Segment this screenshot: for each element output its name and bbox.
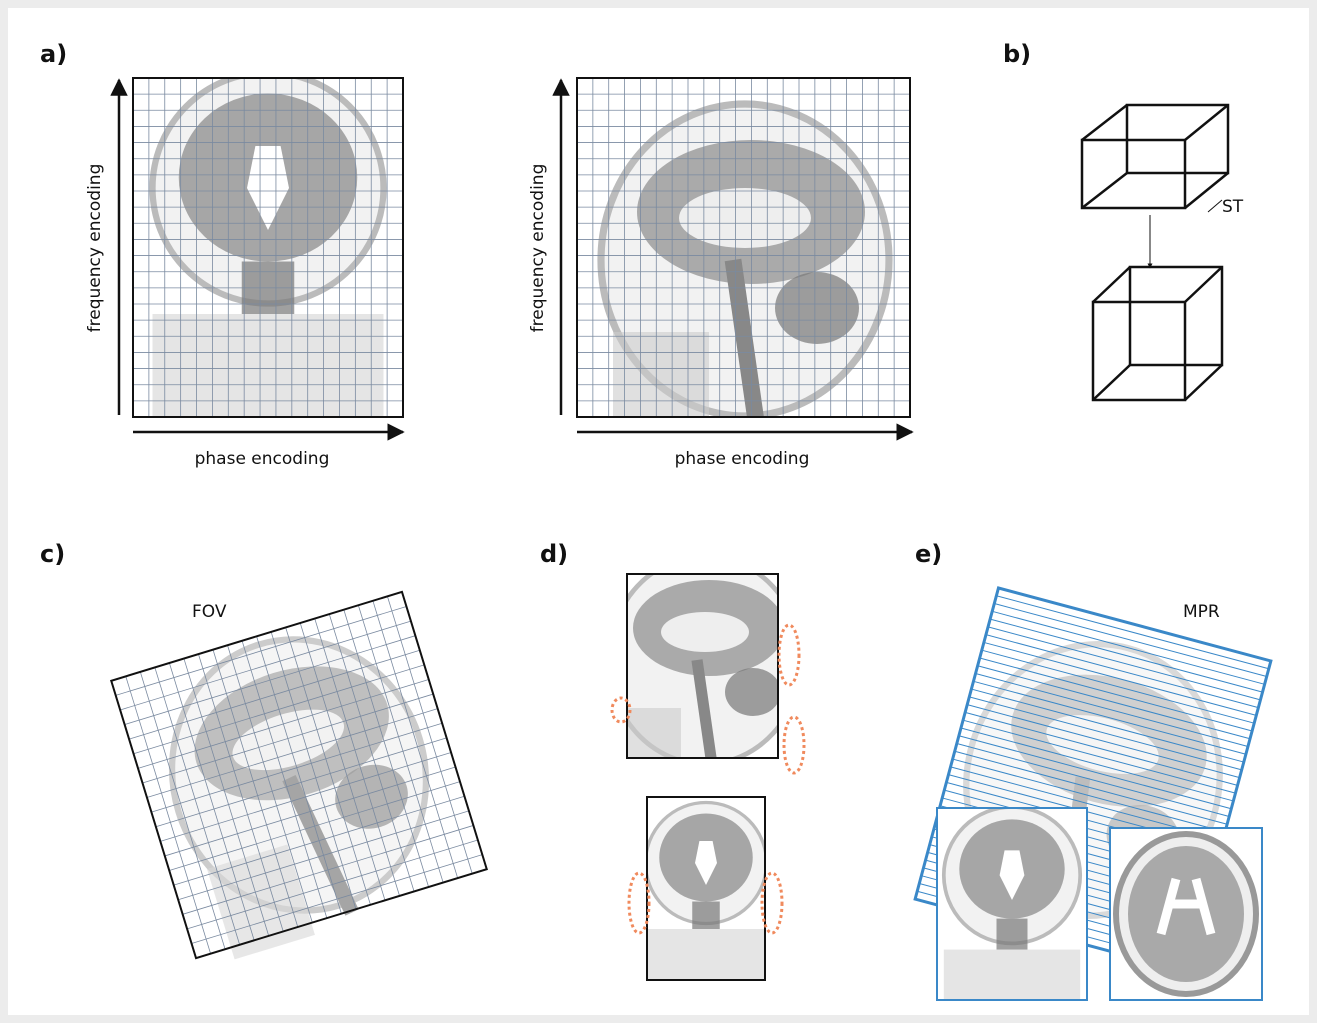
grid-line <box>151 722 443 813</box>
grid-line <box>996 595 1269 670</box>
brain-image <box>941 808 1083 1000</box>
panel-label: e) <box>915 540 942 568</box>
grid <box>577 78 910 417</box>
frame <box>576 77 911 418</box>
grid-line <box>985 634 1259 709</box>
grid-line <box>173 795 465 886</box>
grid-line <box>154 667 241 945</box>
grid-line <box>387 596 473 874</box>
frame <box>646 796 766 981</box>
brain-image <box>1116 834 1256 994</box>
grid-line <box>981 649 1255 724</box>
grid-line <box>178 810 470 901</box>
axis-label: frequency encoding <box>85 164 105 333</box>
grid-line <box>146 708 438 798</box>
grid-line <box>139 671 226 950</box>
grid-line <box>983 641 1257 716</box>
inset-frame <box>1109 827 1263 1001</box>
grid-line <box>128 649 420 740</box>
grid-line <box>169 781 461 871</box>
grid-line <box>967 704 1240 779</box>
grid-line <box>357 605 444 883</box>
grid-line <box>343 609 429 888</box>
artifact-marker <box>610 623 806 935</box>
inset-frame <box>936 807 1088 1001</box>
grid-line <box>285 627 371 905</box>
grid-line <box>956 743 1230 817</box>
frame <box>626 573 779 759</box>
fov-grid <box>109 590 489 970</box>
grid-line <box>299 622 386 901</box>
grid-line <box>979 657 1253 732</box>
grid-line <box>960 727 1234 802</box>
cube <box>1080 103 1230 210</box>
grid-line <box>160 752 452 842</box>
grid-line <box>124 635 416 725</box>
grid-line <box>990 618 1263 693</box>
grid-line <box>962 719 1236 794</box>
grid-line <box>270 631 357 910</box>
grid-line <box>256 636 342 914</box>
grid-line <box>186 839 478 930</box>
grid-line <box>169 662 255 941</box>
grid-line <box>227 645 313 923</box>
grid-line <box>994 603 1267 678</box>
grid-line <box>314 618 400 897</box>
grid-line <box>241 640 328 919</box>
annotation: MPR <box>1183 602 1220 622</box>
grid-line <box>191 854 483 944</box>
grid-line <box>198 653 284 932</box>
grid-line <box>142 693 434 784</box>
grid-line <box>164 766 456 857</box>
axis-label: phase encoding <box>675 449 810 469</box>
grid-line <box>971 688 1244 763</box>
grid-line <box>115 606 407 696</box>
tick <box>1207 199 1223 213</box>
axis-label: frequency encoding <box>528 164 548 333</box>
grid-line <box>952 758 1226 833</box>
grid-line <box>965 711 1238 786</box>
axis-label: phase encoding <box>195 449 330 469</box>
panel-label: b) <box>1003 40 1031 68</box>
panel-label: d) <box>540 540 568 568</box>
grid <box>133 78 403 417</box>
grid-line <box>137 679 429 769</box>
grid-line <box>182 825 474 915</box>
grid-line <box>183 658 270 937</box>
grid-line <box>992 610 1265 685</box>
grid-line <box>133 664 425 755</box>
grid-line <box>977 665 1251 740</box>
panel-label: c) <box>40 540 65 568</box>
grid-line <box>954 750 1228 825</box>
grid-line <box>958 735 1232 810</box>
grid-line <box>212 649 299 928</box>
annotation: FOV <box>192 602 227 622</box>
grid-line <box>120 620 412 711</box>
annotation: ST <box>1222 197 1244 217</box>
cube <box>1091 265 1224 402</box>
grid-line <box>372 600 459 879</box>
grid-line <box>975 673 1249 747</box>
grid-line <box>328 613 415 892</box>
grid-line <box>987 626 1261 701</box>
grid-line <box>973 680 1246 755</box>
grid-line <box>155 737 447 828</box>
frame <box>132 77 404 418</box>
panel-label: a) <box>40 40 67 68</box>
grid-line <box>125 676 211 954</box>
brain-image <box>647 800 765 980</box>
grid-line <box>969 696 1242 771</box>
